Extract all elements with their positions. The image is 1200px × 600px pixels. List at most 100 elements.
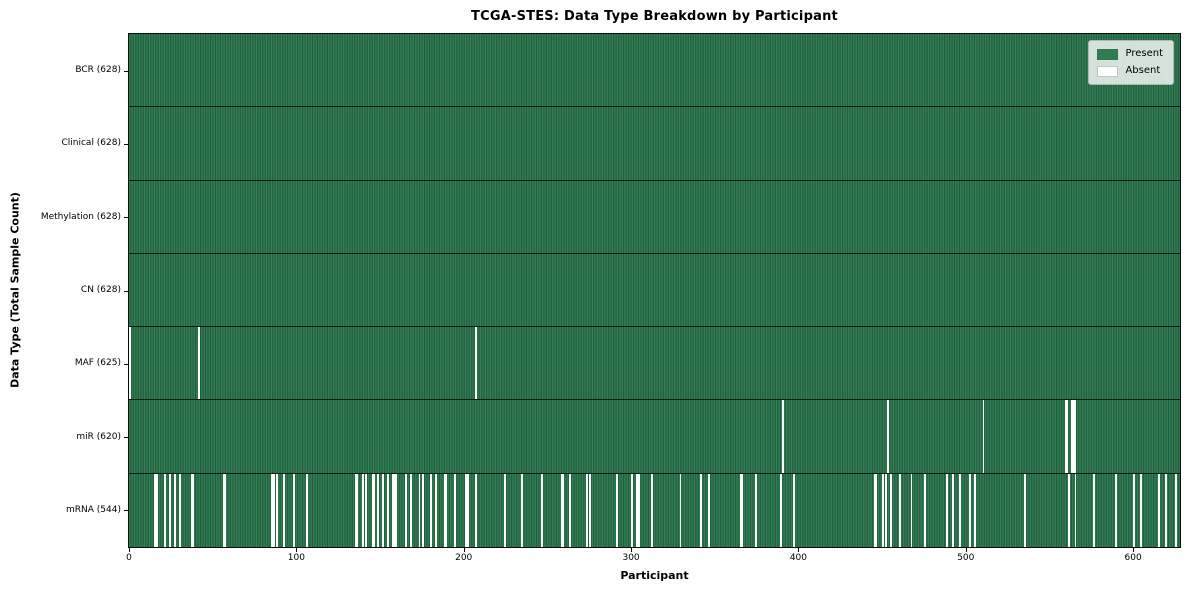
absent-stripe <box>443 473 446 547</box>
absent-stripe <box>475 327 478 400</box>
absent-stripe <box>631 473 633 547</box>
x-tick-mark <box>798 548 800 552</box>
absent-stripe <box>1164 473 1167 547</box>
legend-label-present: Present <box>1125 48 1163 59</box>
y-tick-mark <box>124 510 128 512</box>
absent-stripe <box>293 473 295 547</box>
absent-stripe <box>974 473 977 547</box>
absent-stripe <box>569 473 572 547</box>
absent-stripe <box>192 473 195 547</box>
legend-item-absent: Absent <box>1097 65 1163 77</box>
absent-stripe <box>923 473 926 547</box>
absent-stripe <box>560 473 563 547</box>
absent-stripe <box>430 473 433 547</box>
absent-stripe <box>585 473 588 547</box>
absent-stripe <box>190 473 193 547</box>
absent-stripe <box>1158 473 1161 547</box>
absent-stripe <box>969 473 972 547</box>
absent-stripe <box>1024 473 1027 547</box>
y-tick-mark <box>124 143 128 145</box>
absent-stripe <box>271 473 274 547</box>
absent-stripe <box>945 473 948 547</box>
y-tick-mark <box>124 437 128 439</box>
absent-stripe <box>376 473 379 547</box>
y-tick-label-mRNA: mRNA (544) <box>66 504 121 515</box>
absent-stripe <box>1067 473 1070 547</box>
absent-stripe <box>636 473 638 547</box>
absent-stripe <box>1174 473 1177 547</box>
absent-stripe <box>164 473 167 547</box>
absent-stripe <box>898 473 901 547</box>
absent-stripe <box>445 473 448 547</box>
absent-stripe <box>520 473 523 547</box>
heatmap-row-mRNA <box>129 473 1180 547</box>
absent-stripe <box>453 473 456 547</box>
heatmap-rows <box>129 34 1180 547</box>
x-tick-label: 500 <box>957 553 975 563</box>
absent-stripe <box>781 400 784 473</box>
absent-stripe <box>418 473 421 547</box>
absent-stripe <box>882 473 884 547</box>
absent-stripe <box>982 400 985 473</box>
absent-stripe <box>1114 473 1117 547</box>
absent-stripe <box>361 473 364 547</box>
y-tick-label-Methylation: Methylation (628) <box>40 211 121 222</box>
heatmap-row-miR <box>129 400 1180 474</box>
heatmap-row-MAF <box>129 327 1180 401</box>
absent-stripe <box>1092 473 1095 547</box>
absent-stripe <box>276 473 279 547</box>
absent-stripe <box>699 473 702 547</box>
absent-stripe <box>1064 400 1067 473</box>
absent-stripe <box>754 473 757 547</box>
absent-stripe <box>405 473 408 547</box>
absent-stripe <box>637 473 640 547</box>
absent-stripe <box>739 473 742 547</box>
absent-stripe <box>410 473 413 547</box>
y-tick-mark <box>124 290 128 292</box>
heatmap-row-BCR <box>129 34 1180 108</box>
absent-stripe <box>179 473 182 547</box>
absent-stripe <box>354 473 357 547</box>
absent-stripe <box>129 327 131 400</box>
absent-stripe <box>465 473 468 547</box>
absent-stripe <box>475 473 478 547</box>
absent-stripe <box>616 473 618 547</box>
plot-area: Present Absent <box>128 33 1181 548</box>
absent-stripe <box>154 473 156 547</box>
absent-stripe <box>1074 400 1077 473</box>
heatmap-row-Methylation <box>129 180 1180 254</box>
absent-stripe <box>381 473 384 547</box>
absent-stripe <box>169 473 172 547</box>
absent-stripe <box>224 473 227 547</box>
absent-stripe <box>272 473 275 547</box>
absent-stripe <box>1133 473 1136 547</box>
absent-stripe <box>373 473 376 547</box>
absent-stripe <box>589 473 592 547</box>
absent-stripe <box>467 473 469 547</box>
absent-stripe <box>371 473 374 547</box>
absent-stripe <box>910 473 913 547</box>
chart-title: TCGA-STES: Data Type Breakdown by Partic… <box>471 9 838 24</box>
legend-item-present: Present <box>1097 48 1163 60</box>
absent-stripe <box>421 473 424 547</box>
absent-stripe <box>503 473 506 547</box>
absent-stripe <box>386 473 389 547</box>
absent-stripe <box>873 473 876 547</box>
x-axis-label: Participant <box>620 569 689 582</box>
x-tick-label: 0 <box>126 553 132 563</box>
absent-stripe <box>391 473 394 547</box>
x-tick-label: 400 <box>789 553 808 563</box>
absent-stripe <box>282 473 285 547</box>
absent-stripe <box>741 473 744 547</box>
absent-stripe <box>780 473 782 547</box>
absent-stripe <box>306 473 309 547</box>
y-tick-mark <box>124 217 128 219</box>
x-tick-label: 600 <box>1124 553 1142 563</box>
absent-stripe <box>356 473 359 547</box>
absent-stripe <box>1139 473 1142 547</box>
y-tick-mark <box>124 70 128 72</box>
x-tick-mark <box>296 548 298 552</box>
x-tick-mark <box>1133 548 1135 552</box>
x-tick-mark <box>631 548 633 552</box>
